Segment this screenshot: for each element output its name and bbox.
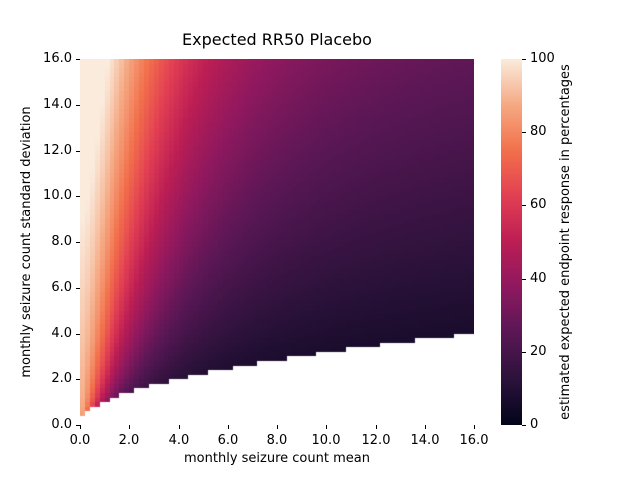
colorbar-canvas bbox=[501, 59, 522, 425]
x-tick-label: 16.0 bbox=[459, 433, 489, 448]
y-tick-label: 8.0 bbox=[51, 234, 72, 249]
colorbar-tick-label: 40 bbox=[530, 271, 547, 286]
colorbar-tick-label: 0 bbox=[530, 417, 539, 432]
y-tick-label: 10.0 bbox=[43, 188, 72, 203]
colorbar-tick-mark bbox=[522, 59, 526, 60]
x-tick-label: 0.0 bbox=[69, 433, 91, 448]
colorbar-tick-label: 20 bbox=[530, 344, 547, 359]
colorbar-tick-mark bbox=[522, 132, 526, 133]
colorbar-tick-mark bbox=[522, 279, 526, 280]
y-tick-mark bbox=[76, 105, 80, 106]
x-tick-mark bbox=[277, 425, 278, 429]
x-tick-label: 10.0 bbox=[311, 433, 341, 448]
y-tick-mark bbox=[76, 196, 80, 197]
y-tick-mark bbox=[76, 288, 80, 289]
y-tick-label: 4.0 bbox=[51, 326, 72, 341]
x-tick-label: 4.0 bbox=[168, 433, 190, 448]
y-tick-label: 2.0 bbox=[51, 371, 72, 386]
chart-title: Expected RR50 Placebo bbox=[182, 30, 372, 49]
colorbar-tick-label: 100 bbox=[530, 51, 555, 66]
x-tick-mark bbox=[425, 425, 426, 429]
colorbar-label: estimated expected endpoint response in … bbox=[558, 64, 573, 420]
heatmap-canvas bbox=[80, 59, 474, 425]
y-tick-label: 16.0 bbox=[43, 51, 72, 66]
colorbar-ticks: 0 20 40 60 80 100 bbox=[522, 52, 582, 432]
x-tick-mark bbox=[376, 425, 377, 429]
y-tick-label: 0.0 bbox=[51, 417, 72, 432]
x-tick-mark bbox=[179, 425, 180, 429]
x-tick-mark bbox=[474, 425, 475, 429]
y-axis-ticks: 0.0 2.0 4.0 6.0 8.0 10.0 12.0 14.0 16.0 bbox=[0, 52, 80, 432]
x-tick-mark bbox=[228, 425, 229, 429]
x-tick-label: 2.0 bbox=[118, 433, 140, 448]
x-tick-label: 12.0 bbox=[361, 433, 391, 448]
x-axis-label: monthly seizure count mean bbox=[184, 451, 370, 466]
y-tick-mark bbox=[76, 379, 80, 380]
y-tick-mark bbox=[76, 242, 80, 243]
colorbar-tick-mark bbox=[522, 205, 526, 206]
y-tick-mark bbox=[76, 425, 80, 426]
y-tick-mark bbox=[76, 151, 80, 152]
colorbar-tick-label: 80 bbox=[530, 124, 547, 139]
y-tick-label: 14.0 bbox=[43, 97, 72, 112]
x-axis-ticks: 0.0 2.0 4.0 6.0 8.0 10.0 12.0 14.0 16.0 bbox=[70, 425, 488, 451]
x-tick-label: 6.0 bbox=[217, 433, 239, 448]
x-tick-mark bbox=[326, 425, 327, 429]
x-tick-label: 14.0 bbox=[410, 433, 440, 448]
colorbar-tick-label: 60 bbox=[530, 197, 547, 212]
colorbar-tick-mark bbox=[522, 352, 526, 353]
y-tick-mark bbox=[76, 334, 80, 335]
y-tick-mark bbox=[76, 59, 80, 60]
x-tick-label: 8.0 bbox=[266, 433, 288, 448]
x-tick-mark bbox=[129, 425, 130, 429]
x-tick-mark bbox=[80, 425, 81, 429]
y-tick-label: 12.0 bbox=[43, 143, 72, 158]
y-tick-label: 6.0 bbox=[51, 280, 72, 295]
colorbar-tick-mark bbox=[522, 425, 526, 426]
